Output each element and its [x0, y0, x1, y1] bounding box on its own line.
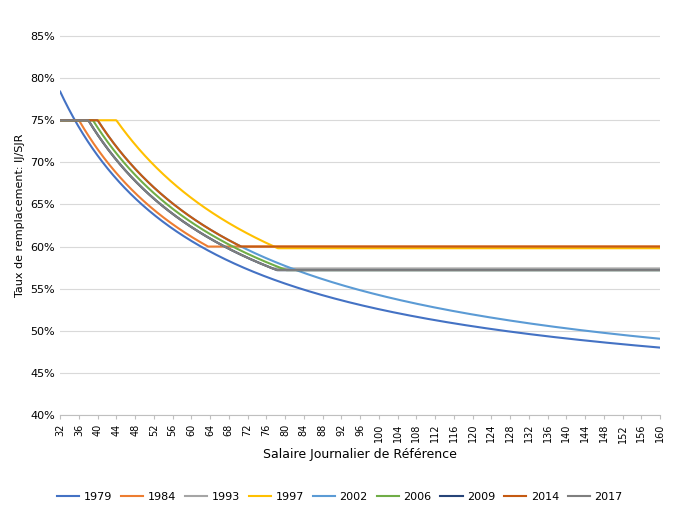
X-axis label: Salaire Journalier de Référence: Salaire Journalier de Référence — [263, 448, 457, 461]
Legend: 1979, 1984, 1993, 1997, 2002, 2006, 2009, 2014, 2017: 1979, 1984, 1993, 1997, 2002, 2006, 2009… — [53, 487, 627, 506]
Y-axis label: Taux de remplacement: IJ/SJR: Taux de remplacement: IJ/SJR — [15, 133, 25, 296]
